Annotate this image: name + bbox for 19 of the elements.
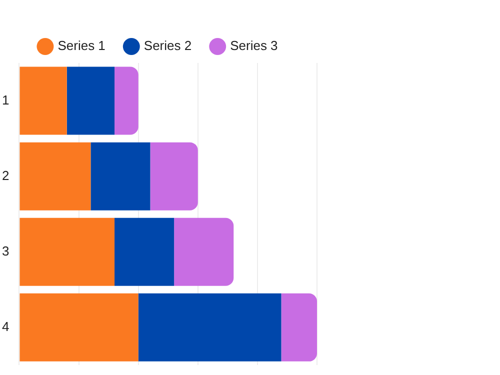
y-tick-label: 2	[2, 168, 10, 183]
legend-label: Series 1	[58, 38, 106, 54]
legend-label: Series 3	[230, 38, 278, 54]
y-tick-label: 1	[2, 92, 10, 108]
bar	[90, 142, 150, 210]
bar	[150, 142, 198, 210]
bar	[20, 218, 115, 286]
bar	[114, 66, 138, 135]
bar	[66, 66, 115, 135]
bar	[281, 293, 317, 362]
y-tick-label: 4	[2, 319, 10, 334]
bar	[20, 293, 138, 362]
y-tick-label: 3	[2, 243, 10, 258]
bar	[138, 293, 282, 362]
bar	[114, 218, 174, 286]
legend-label: Series 2	[144, 38, 192, 54]
bar	[174, 218, 234, 286]
bar	[20, 142, 91, 210]
bar	[20, 66, 67, 135]
